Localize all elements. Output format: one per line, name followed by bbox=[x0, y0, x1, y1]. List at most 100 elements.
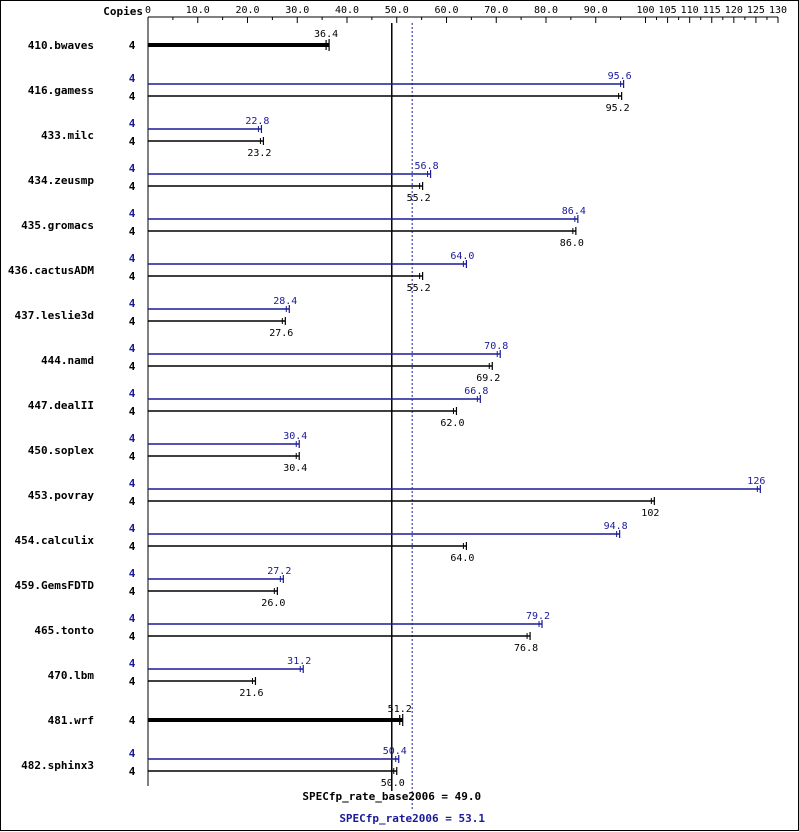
peak-value-label: 70.8 bbox=[484, 341, 508, 352]
base-value-label: 50.0 bbox=[381, 778, 405, 789]
peak-value-label: 30.4 bbox=[283, 431, 307, 442]
benchmark-name: 453.povray bbox=[28, 489, 95, 502]
x-tick-label: 0 bbox=[145, 5, 151, 16]
x-tick-label: 10.0 bbox=[186, 5, 210, 16]
benchmark-name: 482.sphinx3 bbox=[21, 759, 94, 772]
base-value-label: 64.0 bbox=[450, 553, 474, 564]
base-value-label: 51.2 bbox=[388, 704, 412, 715]
peak-value-label: 56.8 bbox=[415, 161, 439, 172]
peak-value-label: 64.0 bbox=[450, 251, 474, 262]
base-value-label: 62.0 bbox=[440, 418, 464, 429]
peak-copies: 4 bbox=[129, 297, 136, 310]
peak-copies: 4 bbox=[129, 657, 136, 670]
base-reference-label: SPECfp_rate_base2006 = 49.0 bbox=[302, 790, 481, 803]
benchmark-name: 416.gamess bbox=[28, 84, 94, 97]
x-tick-label: 120 bbox=[725, 5, 743, 16]
peak-value-label: 86.4 bbox=[562, 206, 586, 217]
base-copies: 4 bbox=[129, 540, 136, 553]
x-tick-label: 70.0 bbox=[484, 5, 508, 16]
base-value-label: 23.2 bbox=[247, 148, 271, 159]
peak-copies: 4 bbox=[129, 522, 136, 535]
base-value-label: 76.8 bbox=[514, 643, 538, 654]
base-copies: 4 bbox=[129, 135, 136, 148]
peak-copies: 4 bbox=[129, 567, 136, 580]
peak-value-label: 28.4 bbox=[273, 296, 297, 307]
benchmark-name: 447.dealII bbox=[28, 399, 94, 412]
copies-header: Copies bbox=[103, 5, 143, 18]
peak-value-label: 27.2 bbox=[267, 566, 291, 577]
peak-value-label: 126 bbox=[747, 476, 765, 487]
base-value-label: 69.2 bbox=[476, 373, 500, 384]
base-copies: 4 bbox=[129, 585, 136, 598]
x-tick-label: 90.0 bbox=[584, 5, 608, 16]
benchmark-name: 465.tonto bbox=[34, 624, 94, 637]
base-value-label: 27.6 bbox=[269, 328, 293, 339]
benchmark-name: 436.cactusADM bbox=[8, 264, 94, 277]
peak-copies: 4 bbox=[129, 747, 136, 760]
x-tick-label: 115 bbox=[703, 5, 721, 16]
x-tick-label: 30.0 bbox=[285, 5, 309, 16]
benchmark-name: 444.namd bbox=[41, 354, 94, 367]
base-value-label: 102 bbox=[641, 508, 659, 519]
peak-value-label: 50.4 bbox=[383, 746, 407, 757]
peak-copies: 4 bbox=[129, 207, 136, 220]
x-tick-label: 105 bbox=[659, 5, 677, 16]
base-copies: 4 bbox=[129, 450, 136, 463]
peak-copies: 4 bbox=[129, 477, 136, 490]
peak-value-label: 94.8 bbox=[604, 521, 628, 532]
peak-copies: 4 bbox=[129, 432, 136, 445]
benchmark-name: 437.leslie3d bbox=[15, 309, 94, 322]
peak-value-label: 79.2 bbox=[526, 611, 550, 622]
x-tick-label: 125 bbox=[747, 5, 765, 16]
benchmark-name: 434.zeusmp bbox=[28, 174, 95, 187]
x-tick-label: 80.0 bbox=[534, 5, 558, 16]
benchmark-name: 454.calculix bbox=[15, 534, 95, 547]
base-copies: 4 bbox=[129, 270, 136, 283]
x-tick-label: 50.0 bbox=[385, 5, 409, 16]
benchmark-name: 470.lbm bbox=[48, 669, 95, 682]
peak-copies: 4 bbox=[129, 387, 136, 400]
base-copies: 4 bbox=[129, 315, 136, 328]
peak-copies: 4 bbox=[129, 162, 136, 175]
benchmark-name: 481.wrf bbox=[48, 714, 94, 727]
peak-value-label: 95.6 bbox=[608, 71, 632, 82]
base-copies: 4 bbox=[129, 765, 136, 778]
x-tick-label: 20.0 bbox=[235, 5, 259, 16]
base-copies: 4 bbox=[129, 360, 136, 373]
base-copies: 4 bbox=[129, 630, 136, 643]
base-copies: 4 bbox=[129, 90, 136, 103]
base-copies: 4 bbox=[129, 39, 136, 52]
base-copies: 4 bbox=[129, 225, 136, 238]
peak-copies: 4 bbox=[129, 252, 136, 265]
peak-value-label: 31.2 bbox=[287, 656, 311, 667]
benchmark-name: 433.milc bbox=[41, 129, 94, 142]
x-tick-label: 110 bbox=[681, 5, 699, 16]
benchmark-name: 435.gromacs bbox=[21, 219, 94, 232]
base-value-label: 55.2 bbox=[407, 283, 431, 294]
x-tick-label: 40.0 bbox=[335, 5, 359, 16]
base-value-label: 36.4 bbox=[314, 29, 338, 40]
base-value-label: 55.2 bbox=[407, 193, 431, 204]
base-copies: 4 bbox=[129, 714, 136, 727]
base-copies: 4 bbox=[129, 180, 136, 193]
peak-reference-label: SPECfp_rate2006 = 53.1 bbox=[339, 812, 485, 825]
base-value-label: 30.4 bbox=[283, 463, 307, 474]
base-value-label: 86.0 bbox=[560, 238, 584, 249]
base-copies: 4 bbox=[129, 495, 136, 508]
x-tick-label: 60.0 bbox=[434, 5, 458, 16]
peak-copies: 4 bbox=[129, 342, 136, 355]
benchmark-name: 459.GemsFDTD bbox=[15, 579, 95, 592]
peak-copies: 4 bbox=[129, 612, 136, 625]
benchmark-name: 410.bwaves bbox=[28, 39, 94, 52]
base-value-label: 21.6 bbox=[239, 688, 263, 699]
peak-copies: 4 bbox=[129, 117, 136, 130]
base-copies: 4 bbox=[129, 405, 136, 418]
base-value-label: 26.0 bbox=[261, 598, 285, 609]
base-copies: 4 bbox=[129, 675, 136, 688]
peak-value-label: 22.8 bbox=[245, 116, 269, 127]
peak-value-label: 66.8 bbox=[464, 386, 488, 397]
x-tick-label: 100 bbox=[636, 5, 654, 16]
peak-copies: 4 bbox=[129, 72, 136, 85]
